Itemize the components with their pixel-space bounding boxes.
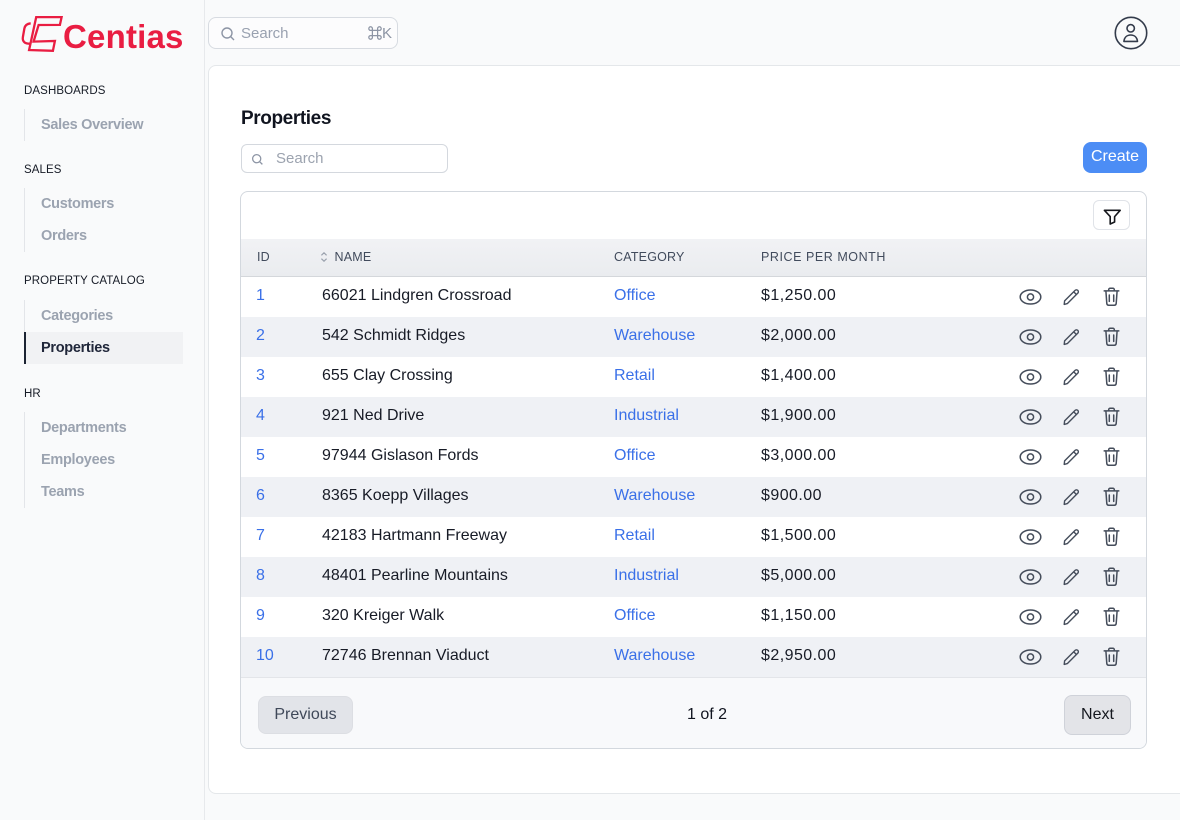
svg-text:Centias: Centias: [63, 18, 184, 55]
